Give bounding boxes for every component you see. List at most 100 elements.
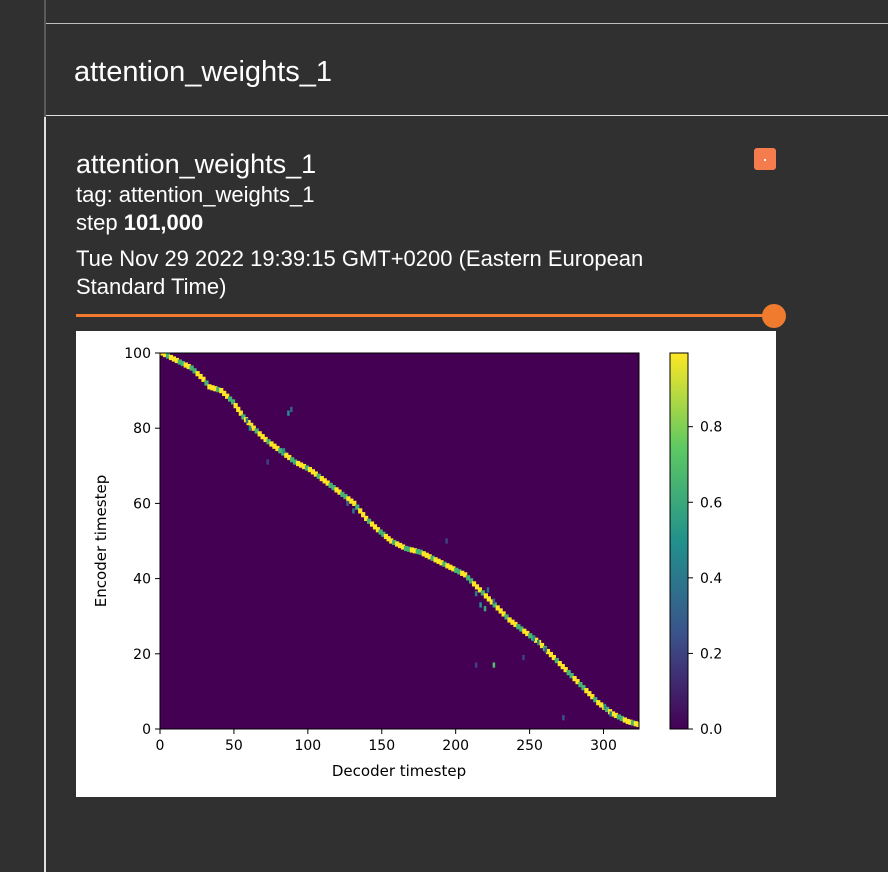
heatmap-cell [249, 422, 254, 428]
heatmap-cell [296, 460, 301, 467]
heatmap-cell [340, 491, 345, 497]
heatmap-cell [599, 702, 604, 708]
x-tick-label: 300 [590, 738, 617, 754]
heatmap-cell [578, 682, 583, 688]
heatmap-cell [510, 619, 515, 625]
heatmap-cell [596, 700, 601, 706]
x-tick-label: 200 [442, 738, 469, 754]
run-title: attention_weights_1 [76, 149, 317, 179]
heatmap-cell [198, 373, 203, 380]
heatmap-cell [463, 572, 468, 578]
heatmap-cell [343, 494, 348, 500]
heatmap-cell [480, 590, 486, 596]
heatmap-cell [358, 508, 363, 514]
heatmap-cell [554, 657, 559, 664]
heatmap-cell [536, 639, 540, 646]
heatmap-cell [272, 443, 277, 449]
heatmap-cell [581, 685, 586, 691]
heatmap-cell [610, 711, 616, 717]
heatmap-cells [160, 353, 639, 728]
heatmap-cell [613, 712, 619, 719]
heatmap-cell [398, 542, 403, 549]
heatmap-cell [442, 561, 447, 567]
heatmap-cell [528, 633, 533, 639]
heatmap-cell [174, 357, 179, 364]
heatmap-cell [501, 611, 506, 617]
heatmap-cell [392, 539, 397, 546]
heatmap-cell [474, 584, 480, 590]
heatmap-cell [519, 626, 524, 632]
step-slider-thumb[interactable] [762, 304, 786, 328]
heatmap-cell [593, 697, 598, 703]
step-slider-track[interactable] [76, 314, 770, 317]
heatmap-cell [483, 593, 488, 599]
y-axis-label: Encoder timestep [92, 475, 110, 607]
heatmap-cell [364, 515, 369, 522]
heatmap-cell [290, 406, 293, 412]
heatmap-cell [492, 602, 497, 608]
heatmap-cell [293, 459, 298, 465]
heatmap-cell [575, 679, 580, 685]
heatmap-cell [331, 485, 336, 491]
heatmap-cell [248, 425, 252, 431]
y-tick-label: 60 [133, 496, 151, 512]
heatmap-cell [325, 480, 330, 486]
section-header[interactable]: attention_weights_1 [46, 27, 888, 116]
heatmap-cell [631, 720, 636, 726]
heatmap-cell [609, 711, 612, 717]
colorbar-tick-label: 0.8 [700, 420, 722, 436]
x-tick-label: 50 [225, 738, 243, 754]
colorbar [669, 352, 689, 730]
heatmap-cell [406, 546, 412, 552]
heatmap-cell [210, 385, 215, 391]
heatmap-cell [548, 651, 554, 658]
heatmap-cell [319, 475, 324, 482]
heatmap-cell [171, 356, 177, 362]
heatmap-cell [539, 642, 545, 649]
heatmap-cell [625, 718, 630, 725]
heatmap-cell [216, 387, 221, 393]
heatmap-cell [254, 428, 259, 434]
heatmap-cell [275, 445, 280, 452]
heatmap-cell [301, 463, 307, 470]
colorbar-tick-label: 0.2 [700, 646, 722, 662]
heatmap-cell [304, 465, 310, 471]
heatmap-cell [213, 386, 218, 392]
heatmap-cell [395, 541, 400, 547]
heatmap-cell [222, 390, 227, 397]
heatmap-cell [603, 703, 607, 710]
step-value: 101,000 [123, 210, 204, 235]
heatmap-cell [418, 549, 423, 555]
x-tick-label: 0 [156, 738, 165, 754]
heatmap-cell [183, 362, 188, 368]
heatmap-cell [412, 548, 418, 554]
plot-frame [159, 352, 640, 730]
heatmap-cell [427, 554, 432, 560]
heatmap-cell [298, 462, 304, 468]
heatmap-cell [192, 368, 197, 374]
heatmap-cell [619, 715, 624, 722]
heatmap-cell [498, 608, 503, 614]
heatmap-cell [486, 587, 490, 593]
heatmap-cell [245, 418, 249, 424]
heatmap-cell [230, 399, 236, 405]
colorbar-tick-label: 0.4 [700, 571, 722, 587]
heatmap-cell [238, 410, 243, 416]
image-card: attention_weights_1 tag: attention_weigh… [46, 117, 888, 872]
heatmap-cell [468, 578, 474, 584]
heatmap-cell [409, 547, 415, 553]
heatmap-cell [532, 636, 536, 642]
heatmap-cell [471, 581, 477, 587]
tag-line: tag: attention_weights_1 [76, 182, 315, 207]
heatmap-cell [460, 570, 465, 576]
heatmap-cell [495, 605, 500, 611]
heatmap-cell [162, 353, 168, 358]
heatmap-cell [474, 591, 478, 597]
heatmap-cell [560, 663, 565, 670]
colorbar-axis: 0.0 0.2 0.4 0.6 0.8 [688, 420, 722, 738]
heatmap-cell [287, 410, 290, 416]
heatmap-cell [260, 434, 265, 440]
x-tick-label: 100 [294, 738, 321, 754]
heatmap-cell [328, 482, 333, 488]
run-color-swatch[interactable] [754, 148, 776, 170]
